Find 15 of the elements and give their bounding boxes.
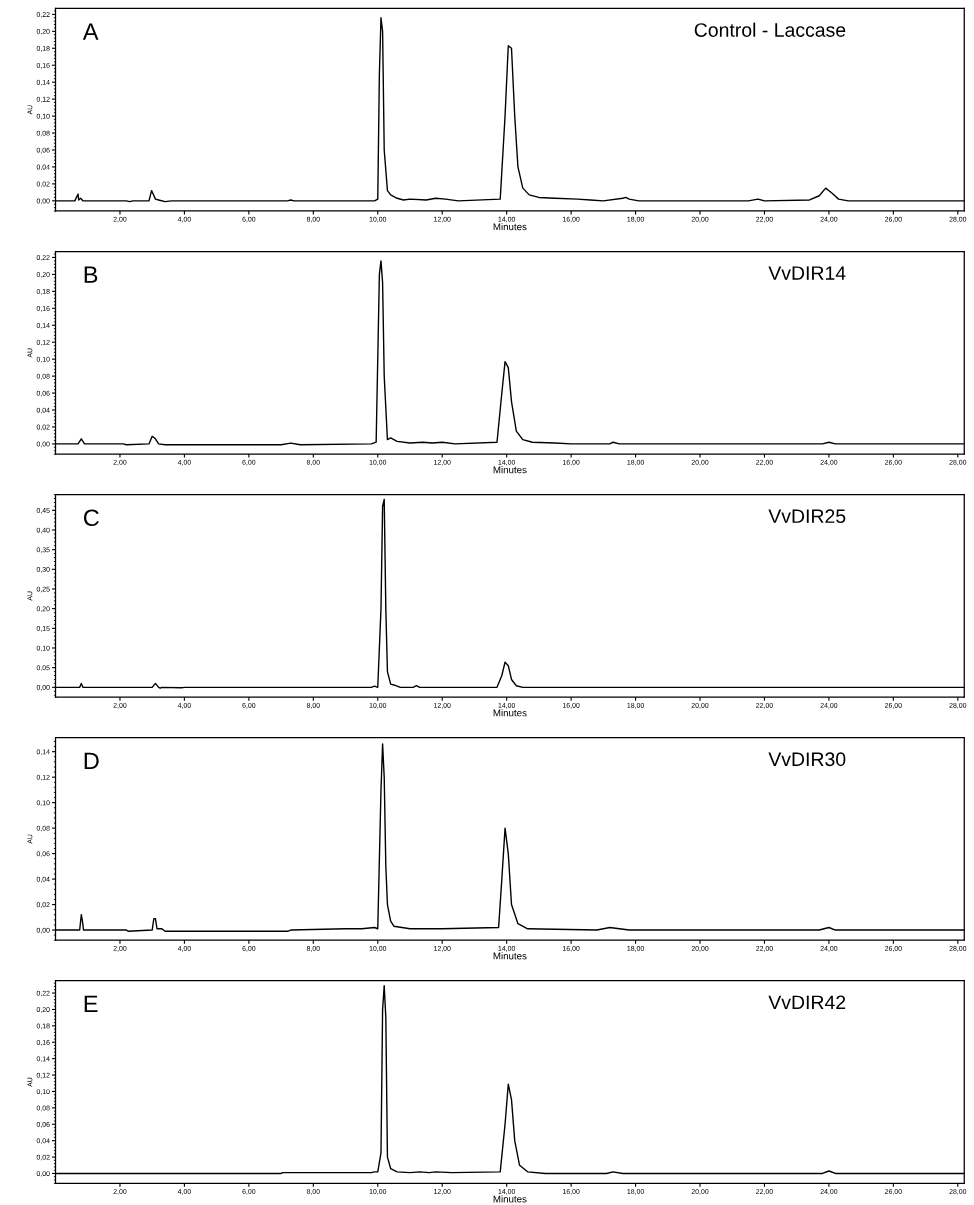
annotation: VvDIR30 bbox=[768, 752, 846, 767]
annotation: D bbox=[84, 752, 99, 769]
annotation: Control - Laccase bbox=[694, 22, 846, 37]
annotation: C bbox=[83, 509, 99, 527]
annotation: E bbox=[84, 995, 98, 1013]
annotation: B bbox=[84, 266, 98, 283]
x-axis-title: Minutes bbox=[493, 709, 527, 717]
annotation: A bbox=[82, 23, 99, 40]
annotation: VvDIR14 bbox=[768, 266, 846, 280]
x-axis-title: Minutes bbox=[493, 1195, 527, 1203]
x-axis-title: Minutes bbox=[493, 952, 527, 960]
annotation: VvDIR42 bbox=[768, 995, 846, 1010]
x-axis-title: Minutes bbox=[493, 466, 527, 474]
annotation: VvDIR25 bbox=[768, 509, 846, 524]
x-axis-title: Minutes bbox=[493, 223, 527, 231]
